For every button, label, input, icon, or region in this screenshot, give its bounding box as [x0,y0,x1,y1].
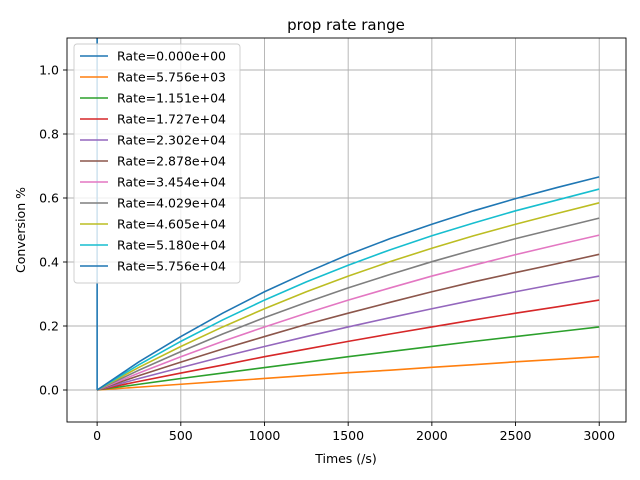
series-line-9 [96,188,600,391]
legend-entry: Rate=4.029e+04 [117,196,226,211]
legend-entry: Rate=0.000e+00 [117,49,226,64]
x-tick-label: 3000 [583,428,615,443]
x-tick-label: 0 [93,428,101,443]
y-tick-label: 0.8 [39,127,59,142]
legend-box [73,43,241,284]
series-line-10 [96,176,600,391]
y-tick-label: 0.6 [39,191,59,206]
legend-entry: Rate=5.756e+03 [117,70,226,85]
x-tick-label: 1500 [332,428,364,443]
series-line-2 [97,326,600,391]
legend-entry: Rate=3.454e+04 [117,175,226,190]
legend-entry: Rate=1.727e+04 [117,112,226,127]
series-line-3 [96,299,600,391]
x-tick-label: 2000 [416,428,448,443]
legend: Rate=0.000e+00 Rate=5.756e+03 Rate=1.151e+… [73,43,241,284]
x-tick-label: 2500 [500,428,532,443]
y-axis-label: Conversion % [13,187,28,273]
axis-ticks: 0 500 1000 1500 2000 2500 3000 0.0 0.2 0.4 0.6 0.8 1… [39,63,615,444]
x-tick-label: 500 [169,428,193,443]
legend-entry: Rate=4.605e+04 [117,217,226,232]
plot-frame [66,37,627,423]
series-line-5 [96,253,600,391]
series-line-8 [96,202,600,391]
legend-entry: Rate=5.756e+04 [117,259,226,274]
series-line-4 [96,275,600,391]
x-axis-label: Times (/s) [314,451,377,466]
y-tick-label: 0.2 [39,319,59,334]
legend-entry: Rate=1.151e+04 [117,91,226,106]
series-line-1 [97,355,600,391]
y-tick-label: 1.0 [39,63,59,78]
chart-title: prop rate range [287,16,405,34]
series-line-7 [96,217,600,391]
y-tick-label: 0.0 [39,383,59,398]
legend-entry: Rate=2.302e+04 [117,133,226,148]
y-tick-label: 0.4 [39,255,59,270]
legend-entry: Rate=2.878e+04 [117,154,226,169]
series-line-6 [96,234,600,391]
legend-entry: Rate=5.180e+04 [117,238,226,253]
x-tick-label: 1000 [249,428,281,443]
plot-lines [96,38,600,391]
